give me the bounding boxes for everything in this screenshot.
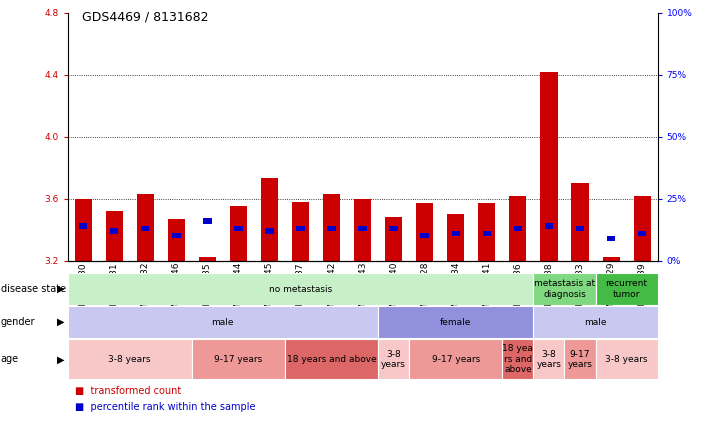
Bar [634, 195, 651, 261]
Text: 3-8
years: 3-8 years [381, 350, 406, 369]
Text: 9-17 years: 9-17 years [432, 355, 480, 364]
Bar [533, 339, 565, 379]
Text: ▶: ▶ [56, 354, 64, 364]
Bar [447, 214, 464, 261]
Bar [75, 199, 92, 261]
Bar [261, 179, 278, 261]
Text: male: male [584, 318, 606, 327]
Bar [68, 306, 378, 338]
Bar [292, 202, 309, 261]
Bar [596, 273, 658, 305]
Bar [296, 225, 305, 231]
Bar [390, 225, 398, 231]
Text: age: age [1, 354, 18, 364]
Bar [451, 231, 460, 236]
Text: metastasis at
diagnosis: metastasis at diagnosis [534, 280, 595, 299]
Bar [137, 194, 154, 261]
Bar [513, 225, 522, 231]
Bar [172, 233, 181, 239]
Bar [199, 258, 216, 261]
Bar [327, 225, 336, 231]
Bar [106, 211, 123, 261]
Text: 3-8 years: 3-8 years [605, 355, 648, 364]
Bar [416, 203, 433, 261]
Text: 3-8 years: 3-8 years [108, 355, 151, 364]
Bar [572, 183, 589, 261]
Bar [503, 339, 533, 379]
Text: 18 years and above: 18 years and above [287, 355, 376, 364]
Text: disease state: disease state [1, 284, 66, 294]
Text: ■  transformed count: ■ transformed count [75, 385, 181, 396]
Bar [79, 223, 87, 228]
Text: female: female [440, 318, 471, 327]
Text: 3-8
years: 3-8 years [537, 350, 562, 369]
Bar [533, 306, 658, 338]
Bar [378, 306, 533, 338]
Bar [596, 339, 658, 379]
Bar [110, 228, 119, 233]
Bar [68, 339, 192, 379]
Bar [509, 195, 526, 261]
Bar [354, 199, 371, 261]
Bar [420, 233, 429, 239]
Text: 9-17 years: 9-17 years [214, 355, 262, 364]
Text: 9-17
years: 9-17 years [567, 350, 592, 369]
Bar [533, 273, 596, 305]
Text: ■  percentile rank within the sample: ■ percentile rank within the sample [75, 402, 255, 412]
Text: male: male [212, 318, 234, 327]
Text: ▶: ▶ [56, 284, 64, 294]
Bar [68, 273, 533, 305]
Bar [576, 225, 584, 231]
Bar [479, 203, 496, 261]
Bar [141, 225, 149, 231]
Bar [545, 223, 553, 228]
Bar [192, 339, 285, 379]
Bar [323, 194, 340, 261]
Bar [234, 225, 242, 231]
Bar [540, 71, 557, 261]
Bar [378, 339, 410, 379]
Text: no metastasis: no metastasis [269, 285, 332, 294]
Bar [483, 231, 491, 236]
Bar [638, 231, 646, 236]
Text: gender: gender [1, 317, 36, 327]
Bar [385, 217, 402, 261]
Bar [602, 258, 619, 261]
Bar [410, 339, 503, 379]
Bar [265, 228, 274, 233]
Bar [168, 219, 185, 261]
Text: ▶: ▶ [56, 317, 64, 327]
Bar [230, 206, 247, 261]
Text: GDS4469 / 8131682: GDS4469 / 8131682 [82, 11, 208, 24]
Bar [358, 225, 367, 231]
Text: recurrent
tumor: recurrent tumor [606, 280, 648, 299]
Bar [565, 339, 596, 379]
Text: 18 yea
rs and
above: 18 yea rs and above [503, 344, 533, 374]
Bar [203, 218, 212, 224]
Bar [606, 236, 615, 241]
Bar [285, 339, 378, 379]
